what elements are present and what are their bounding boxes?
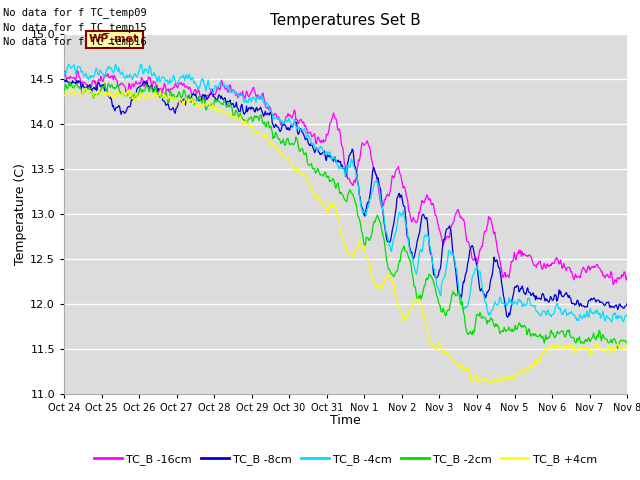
- Y-axis label: Temperature (C): Temperature (C): [15, 163, 28, 264]
- X-axis label: Time: Time: [330, 414, 361, 427]
- Text: No data for f TC_temp15: No data for f TC_temp15: [3, 22, 147, 33]
- Legend: TC_B -16cm, TC_B -8cm, TC_B -4cm, TC_B -2cm, TC_B +4cm: TC_B -16cm, TC_B -8cm, TC_B -4cm, TC_B -…: [90, 450, 602, 469]
- Text: No data for f TC_temp16: No data for f TC_temp16: [3, 36, 147, 47]
- Text: WP_met: WP_met: [89, 34, 140, 44]
- Text: No data for f TC_temp09: No data for f TC_temp09: [3, 7, 147, 18]
- Title: Temperatures Set B: Temperatures Set B: [270, 13, 421, 28]
